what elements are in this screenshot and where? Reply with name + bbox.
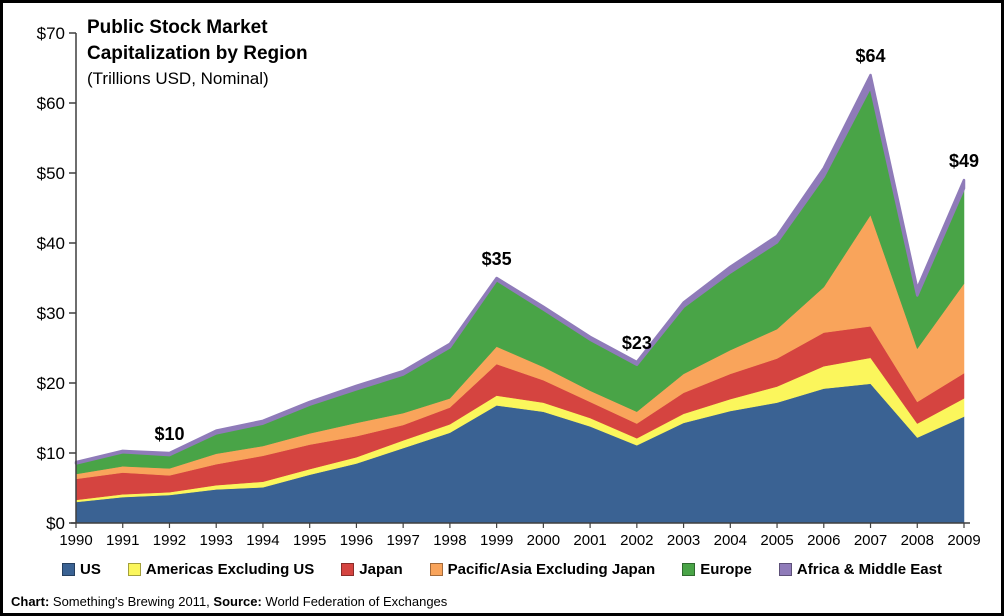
y-tick-label: $60 [37,94,65,113]
x-tick-label: 2002 [620,532,653,549]
legend-item-europe: Europe [682,561,752,578]
x-tick-label: 2008 [901,532,934,549]
annotation-1992: $10 [154,424,184,444]
legend-label: Pacific/Asia Excluding Japan [447,561,656,578]
x-tick-label: 1994 [246,532,279,549]
footer-chart-value: Something's Brewing 2011, [49,594,210,609]
x-tick-label: 2003 [667,532,700,549]
y-tick-label: $0 [46,514,65,533]
y-tick-label: $50 [37,164,65,183]
x-tick-label: 1990 [59,532,92,549]
y-tick-label: $10 [37,444,65,463]
footer-source-label: Source: [209,594,262,609]
x-tick-label: 2000 [527,532,560,549]
legend-item-africa-middle-east: Africa & Middle East [778,561,942,578]
y-tick-label: $70 [37,24,65,43]
chart-subtitle: (Trillions USD, Nominal) [87,69,269,88]
x-tick-label: 1993 [200,532,233,549]
legend: US Americas Excluding US Japan Pacific/Asia… [3,561,1001,578]
annotation-2002: $23 [622,333,652,353]
x-tick-label: 2005 [760,532,793,549]
x-tick-label: 2007 [854,532,887,549]
legend-swatch-europe [682,563,696,576]
x-tick-label: 1995 [293,532,326,549]
chart-title-line-1: Public Stock Market [87,17,268,38]
annotation-1999: $35 [482,249,512,269]
legend-label: US [80,561,101,578]
legend-label: Europe [700,561,752,578]
legend-swatch-pacific-asia-ex-japan [429,563,443,576]
footer-chart-label: Chart: [11,594,50,609]
legend-item-japan: Japan [341,561,403,578]
area-africa-middle-east [74,73,966,465]
x-tick-label: 1997 [386,532,419,549]
legend-item-us: US [62,561,101,578]
x-tick-label: 1991 [106,532,139,549]
footer-source-value: World Federation of Exchanges [261,594,448,609]
x-tick-label: 1992 [153,532,186,549]
x-tick-label: 1999 [480,532,513,549]
chart-title-line-2: Capitalization by Region [87,43,308,64]
legend-label: Japan [359,561,403,578]
y-tick-label: $30 [37,304,65,323]
x-tick-label: 2009 [947,532,980,549]
x-tick-label: 1998 [433,532,466,549]
legend-swatch-us [62,563,76,576]
legend-label: Africa & Middle East [796,561,942,578]
x-tick-label: 2004 [714,532,747,549]
legend-item-pacific-asia-ex-japan: Pacific/Asia Excluding Japan [429,561,656,578]
legend-swatch-japan [341,563,355,576]
legend-label: Americas Excluding US [145,561,315,578]
legend-item-americas-ex-us: Americas Excluding US [127,561,315,578]
x-tick-label: 2001 [573,532,606,549]
stacked-area-chart: $0 $10 $20 $30 $40 $50 $60 $70 1990 1991 1992 1993 1… [37,24,981,549]
chart-title-block: Public Stock Market Capitalization by Re… [87,15,308,91]
y-tick-label: $20 [37,374,65,393]
y-tick-label: $40 [37,234,65,253]
legend-swatch-africa-middle-east [778,563,792,576]
legend-swatch-americas-ex-us [127,563,141,576]
annotation-2007: $64 [856,46,886,66]
annotation-2009: $49 [949,151,979,171]
x-tick-label: 2006 [807,532,840,549]
x-tick-label: 1996 [340,532,373,549]
source-note: Chart: Something's Brewing 2011, Source:… [11,594,447,609]
